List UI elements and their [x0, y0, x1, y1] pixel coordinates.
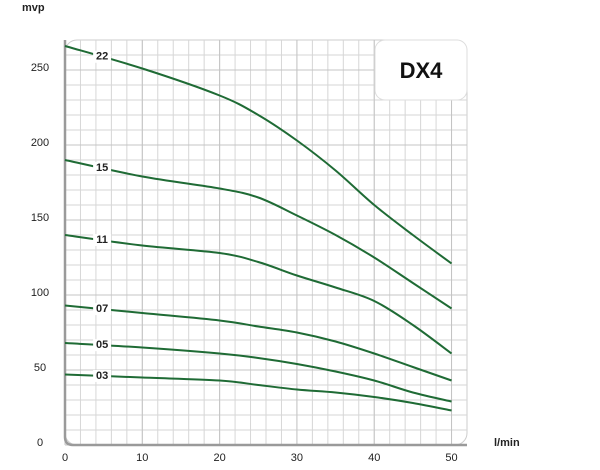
series-label: 11	[96, 234, 108, 246]
series-label-bg	[93, 369, 112, 382]
series-label: 03	[96, 370, 108, 382]
series-label-bg	[93, 50, 112, 63]
series-line	[64, 342, 452, 403]
y-tick-label: 0	[37, 437, 43, 449]
series-label-bg	[93, 339, 112, 352]
y-tick-label: 150	[31, 212, 49, 224]
series-label-bg	[93, 234, 112, 247]
series-line	[64, 234, 453, 355]
x-tick-label: 40	[368, 452, 380, 464]
y-axis-label: mvp	[22, 2, 45, 14]
series-line	[64, 304, 452, 382]
title-box	[374, 39, 468, 101]
series-line	[64, 45, 453, 265]
y-tick-label: 200	[31, 137, 49, 149]
x-tick-label: 20	[213, 452, 225, 464]
y-tick-label: 100	[31, 287, 49, 299]
axes	[63, 40, 467, 447]
y-tick-label: 250	[31, 62, 49, 74]
series-label: 07	[96, 303, 108, 315]
x-tick-label: 50	[445, 452, 457, 464]
series-line	[64, 373, 452, 412]
y-tick-label: 50	[34, 362, 46, 374]
chart-title: DX4	[400, 58, 444, 83]
x-tick-label: 30	[291, 452, 303, 464]
series-label-bg	[93, 303, 112, 316]
x-tick-label: 10	[136, 452, 148, 464]
series-label: 05	[96, 339, 108, 351]
series-label: 15	[96, 162, 108, 174]
x-tick-label: 0	[62, 452, 68, 464]
series-label-bg	[93, 161, 112, 174]
x-axis-label: l/min	[494, 437, 520, 449]
series-line	[64, 159, 453, 310]
series-label: 22	[96, 51, 108, 63]
